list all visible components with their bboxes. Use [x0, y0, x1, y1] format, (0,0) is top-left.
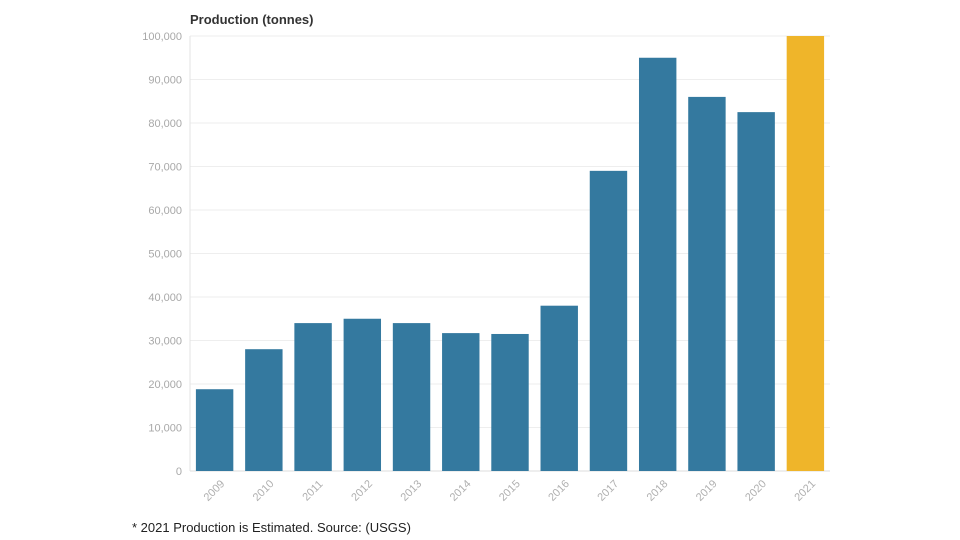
y-axis: 0 10,000 20,000 30,000 40,000 50,000 60,000 70,…	[142, 31, 191, 478]
y-tick-label: 40,000	[148, 292, 182, 304]
x-tick-label: 2019	[694, 478, 720, 504]
y-tick-label: 80,000	[148, 118, 182, 130]
x-tick-label: 2016	[546, 478, 572, 504]
y-tick-label: 0	[176, 466, 182, 478]
x-tick-label: 2017	[595, 478, 621, 504]
bar-2016	[540, 305, 578, 471]
bar-2011	[294, 323, 332, 471]
y-tick-label: 70,000	[148, 162, 182, 174]
x-tick-label: 2018	[645, 478, 671, 504]
y-tick-label: 100,000	[142, 31, 182, 43]
y-tick-label: 10,000	[148, 423, 182, 435]
bar-2014	[442, 333, 480, 471]
bar-2010	[245, 349, 283, 471]
bar-2013	[392, 323, 431, 471]
bars	[195, 36, 825, 472]
bar-2021	[786, 36, 825, 471]
bar-2009	[195, 389, 234, 471]
chart-title: Production (tonnes)	[190, 12, 314, 27]
y-tick-label: 90,000	[148, 75, 182, 87]
y-tick-label: 50,000	[148, 249, 182, 261]
bar-2020	[737, 112, 775, 471]
x-tick-label: 2021	[792, 478, 818, 504]
x-tick-label: 2015	[497, 478, 523, 504]
bar-2018	[638, 57, 677, 471]
x-tick-label: 2012	[349, 478, 375, 504]
x-tick-label: 2013	[399, 478, 425, 504]
x-axis: 2009 2010 2011 2012 2013 2014 2015 2016 2017 2018…	[202, 478, 819, 504]
y-tick-label: 20,000	[148, 379, 182, 391]
x-tick-label: 2014	[448, 478, 474, 504]
bar-2012	[343, 318, 382, 471]
y-tick-label: 60,000	[148, 205, 182, 217]
bar-2015	[491, 333, 529, 471]
x-tick-label: 2009	[202, 478, 228, 504]
footnote: * 2021 Production is Estimated. Source: …	[132, 520, 411, 535]
y-tick-label: 30,000	[148, 336, 182, 348]
x-tick-label: 2011	[300, 478, 325, 503]
bar-2019	[688, 96, 726, 472]
x-tick-label: 2020	[743, 478, 769, 504]
x-tick-label: 2010	[251, 478, 277, 504]
bar-2017	[589, 170, 628, 471]
